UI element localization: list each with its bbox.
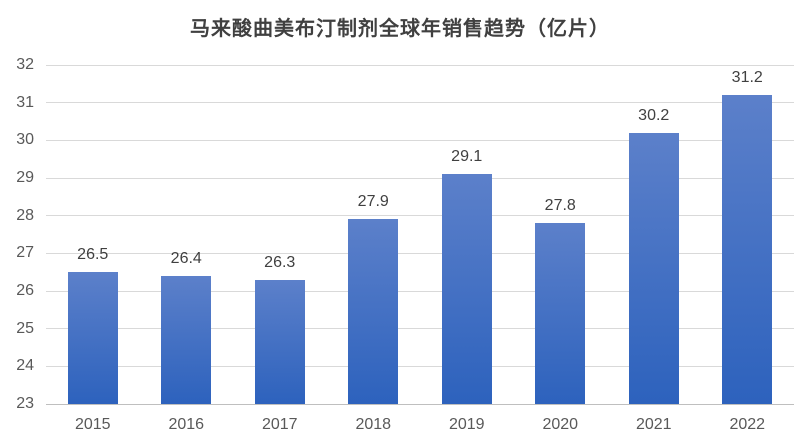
data-label-2018: 27.9 — [357, 193, 389, 211]
data-label-2019: 29.1 — [451, 148, 483, 166]
bar-2019 — [441, 174, 492, 404]
y-gridline — [46, 365, 794, 367]
y-gridline — [46, 252, 794, 254]
y-axis-tick-label: 31 — [16, 93, 34, 111]
data-label-2021: 30.2 — [638, 106, 670, 124]
y-axis-tick-label: 23 — [16, 395, 34, 412]
y-gridline — [46, 139, 794, 141]
chart-title: 马来酸曲美布汀制剂全球年销售趋势（亿片） — [190, 18, 610, 40]
y-gridline — [46, 64, 794, 66]
y-axis-tick-label: 26 — [16, 282, 34, 299]
data-label-2020: 27.8 — [544, 197, 576, 215]
y-gridline — [46, 290, 794, 292]
data-label-2015: 26.5 — [77, 246, 109, 264]
x-axis-tick-label-2016: 2016 — [168, 416, 205, 433]
x-axis-tick-label-2017: 2017 — [261, 416, 298, 433]
x-axis-tick-label-2020: 2020 — [542, 416, 579, 433]
y-axis-tick-label: 30 — [16, 131, 34, 149]
y-axis-tick-label: 27 — [16, 244, 34, 262]
y-gridline — [46, 328, 794, 330]
y-gridline — [46, 177, 794, 179]
y-axis-tick-label: 25 — [16, 319, 34, 337]
y-axis-tick-label: 29 — [16, 169, 34, 186]
x-axis-line — [46, 404, 794, 405]
x-axis-tick-label-2019: 2019 — [448, 416, 485, 433]
bar-2017 — [254, 279, 305, 404]
y-gridline — [46, 102, 794, 104]
data-label-2016: 26.4 — [170, 249, 202, 267]
bar-2015 — [67, 272, 118, 404]
bar-2021 — [628, 132, 679, 404]
x-axis-tick-label-2022: 2022 — [729, 416, 766, 433]
y-gridline — [46, 215, 794, 217]
data-label-2017: 26.3 — [264, 253, 296, 271]
bar-2016 — [161, 275, 212, 404]
x-axis-tick-label-2015: 2015 — [74, 416, 111, 433]
x-axis-tick-label-2018: 2018 — [355, 416, 392, 433]
y-axis-tick-label: 28 — [16, 206, 34, 224]
data-label-2022: 31.2 — [731, 69, 763, 87]
x-axis-tick-label-2021: 2021 — [635, 416, 672, 433]
bar-2020 — [535, 223, 586, 404]
y-axis-tick-label: 32 — [16, 56, 34, 73]
bar-2022 — [722, 95, 773, 404]
y-axis-tick-label: 24 — [16, 357, 34, 375]
bar-2018 — [348, 219, 399, 404]
